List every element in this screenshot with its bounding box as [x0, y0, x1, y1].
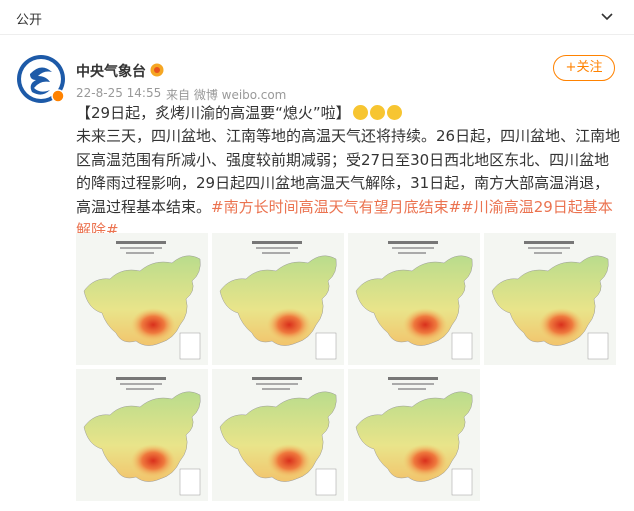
map-image	[348, 233, 480, 365]
map-image	[348, 369, 480, 501]
map-image	[76, 369, 208, 501]
post-text: 【29日起，炙烤川渝的高温要“熄火”啦】 未来三天，四川盆地、江南等地的高温天气…	[76, 102, 624, 242]
map-thumbnail[interactable]	[484, 233, 616, 365]
map-thumbnail[interactable]	[348, 369, 480, 501]
avatar[interactable]	[16, 54, 66, 104]
map-thumbnail[interactable]	[76, 369, 208, 501]
body-paragraph: 未来三天，四川盆地、江南等地的高温天气还将持续。26日起，四川盆地、江南地区高温…	[76, 125, 624, 242]
map-image	[212, 369, 344, 501]
map-image	[212, 233, 344, 365]
map-image	[484, 233, 616, 365]
collapse-chevron[interactable]	[600, 10, 614, 24]
hashtag[interactable]: #南方长时间高温天气有望月底结束#	[211, 197, 462, 216]
body: 未来三天，四川盆地、江南等地的高温天气还将持续。26日起，四川盆地、江南地区高温…	[76, 127, 621, 216]
post-time[interactable]: 22-8-25 14:55	[76, 86, 162, 100]
map-thumbnail[interactable]	[348, 233, 480, 365]
visibility-label: 公开	[16, 13, 43, 28]
map-thumbnail[interactable]	[212, 233, 344, 365]
follow-button[interactable]: +关注	[553, 55, 615, 81]
map-image	[76, 233, 208, 365]
headline-line: 【29日起，炙烤川渝的高温要“熄火”啦】	[76, 102, 624, 125]
map-thumbnail[interactable]	[76, 233, 208, 365]
map-thumbnail[interactable]	[212, 369, 344, 501]
emoji	[386, 105, 402, 120]
post-source: 来自 微博 weibo.com	[166, 88, 287, 102]
member-badge	[150, 63, 164, 77]
emoji	[369, 105, 385, 120]
emoji	[352, 105, 368, 120]
author-name[interactable]: 中央气象台	[76, 64, 146, 80]
headline: 【29日起，炙烤川渝的高温要“熄火”啦】	[76, 104, 351, 122]
top-bar: 公开	[0, 0, 634, 35]
